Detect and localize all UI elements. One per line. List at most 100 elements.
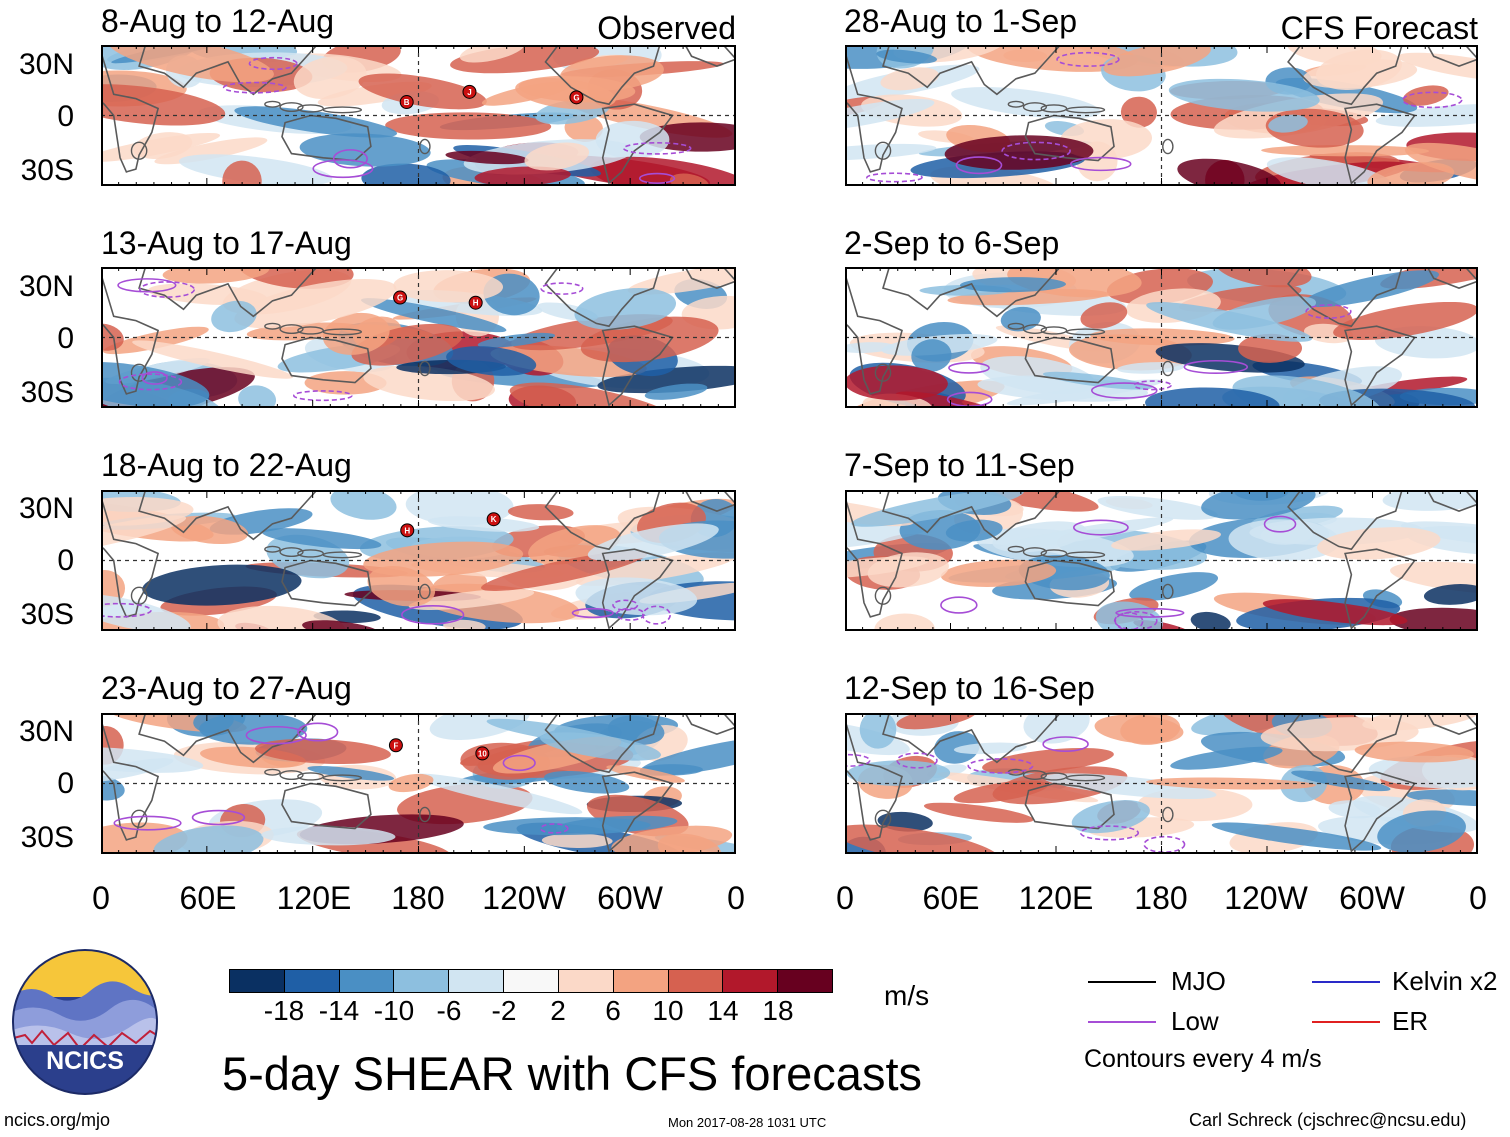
lat-eq-row3: 0 — [57, 544, 74, 577]
svg-text:F: F — [393, 741, 398, 750]
tropical-storm-marker: J — [462, 84, 477, 99]
cb-label-7: 6 — [605, 995, 621, 1026]
lon-left-60w: 60W — [597, 880, 663, 916]
legend-kelvin-label: Kelvin x2 — [1392, 966, 1498, 996]
lon-left-120e: 120E — [276, 880, 352, 916]
tropical-storm-marker: H — [400, 523, 415, 538]
lon-right-180: 180 — [1134, 880, 1188, 916]
legend-low-line — [1088, 1021, 1156, 1023]
lon-left-60e: 60E — [179, 880, 237, 916]
colorbar-segment — [723, 970, 779, 992]
colorbar-segment — [778, 970, 832, 992]
panel-title-fcst-3: 7-Sep to 11-Sep — [844, 447, 1075, 483]
cb-label-10: 18 — [762, 995, 794, 1026]
main-title: 5-day SHEAR with CFS forecasts — [222, 1047, 922, 1100]
lat-eq-row1: 0 — [57, 100, 74, 133]
lon-right-60e: 60E — [922, 880, 980, 916]
panel-title-obs-4: 23-Aug to 27-Aug — [101, 670, 352, 706]
svg-text:H: H — [473, 299, 479, 308]
lat-30s-row2: 30S — [20, 376, 74, 409]
panel-title-fcst-2: 2-Sep to 6-Sep — [844, 225, 1060, 261]
lat-30s-row1: 30S — [20, 154, 74, 187]
svg-text:G: G — [397, 294, 403, 303]
colorbar-units: m/s — [884, 980, 930, 1011]
tropical-storm-marker: K — [486, 512, 501, 527]
cb-label-8: 10 — [652, 995, 684, 1026]
lon-right-120w: 120W — [1224, 880, 1308, 916]
colorbar-segment — [668, 970, 724, 992]
lat-30s-row3: 30S — [20, 598, 74, 631]
lat-30s-row4: 30S — [20, 821, 74, 854]
lon-left-0-end: 0 — [727, 880, 745, 916]
panel-title-obs-3: 18-Aug to 22-Aug — [101, 447, 352, 483]
cb-label-3: -10 — [373, 995, 415, 1026]
ncics-logo: NCICS — [12, 949, 158, 1095]
svg-text:B: B — [404, 98, 410, 107]
observed-header: Observed — [597, 10, 736, 46]
legend-er-label: ER — [1392, 1006, 1429, 1036]
cb-label-6: 2 — [550, 995, 566, 1026]
tropical-storm-marker: F — [388, 738, 403, 753]
svg-text:H: H — [404, 526, 410, 535]
lon-right-120e: 120E — [1018, 880, 1094, 916]
colorbar — [229, 969, 833, 993]
legend-mjo-line — [1088, 981, 1156, 983]
panel-title-fcst-1: 28-Aug to 1-Sep — [844, 3, 1078, 39]
map-obs-4: F 10 — [101, 713, 736, 854]
svg-text:G: G — [573, 93, 579, 102]
cb-label-9: 14 — [707, 995, 739, 1026]
legend-kelvin-line — [1312, 981, 1380, 983]
lon-left-180: 180 — [391, 880, 445, 916]
colorbar-segment — [230, 970, 285, 992]
tropical-storm-marker: B — [399, 95, 414, 110]
lat-30n-row1: 30N — [18, 48, 74, 81]
footer-author: Carl Schreck (cjschrec@ncsu.edu) — [1189, 1110, 1467, 1130]
lat-eq-row2: 0 — [57, 322, 74, 355]
logo-text: NCICS — [46, 1047, 124, 1075]
footer-url[interactable]: ncics.org/mjo — [4, 1110, 111, 1130]
lat-30n-row2: 30N — [18, 270, 74, 303]
legend-low-label: Low — [1171, 1006, 1219, 1036]
tropical-storm-marker: G — [393, 290, 408, 305]
colorbar-segment — [613, 970, 669, 992]
tropical-storm-marker: 10 — [475, 746, 490, 761]
lat-30n-row4: 30N — [18, 715, 74, 748]
footer-timestamp: Mon 2017-08-28 1031 UTC — [668, 1115, 827, 1130]
svg-text:10: 10 — [478, 749, 487, 758]
colorbar-segment — [558, 970, 614, 992]
colorbar-segment — [394, 970, 450, 992]
panel-title-fcst-4: 12-Sep to 16-Sep — [844, 670, 1095, 706]
lat-30n-row3: 30N — [18, 492, 74, 525]
tropical-storm-marker: H — [468, 295, 483, 310]
colorbar-segment — [449, 970, 505, 992]
cb-label-1: -18 — [263, 995, 305, 1026]
colorbar-segment — [339, 970, 395, 992]
map-fcst-1 — [845, 45, 1478, 186]
lon-right-60w: 60W — [1339, 880, 1405, 916]
tropical-storm-marker: G — [569, 90, 584, 105]
colorbar-segment — [504, 970, 559, 992]
svg-text:K: K — [491, 515, 497, 524]
legend-contour-note: Contours every 4 m/s — [1084, 1045, 1322, 1073]
legend-mjo-label: MJO — [1171, 966, 1226, 996]
panel-title-obs-1: 8-Aug to 12-Aug — [101, 3, 335, 39]
map-fcst-2 — [845, 267, 1478, 408]
map-obs-1: B J G — [101, 45, 736, 186]
map-fcst-3 — [845, 490, 1478, 631]
svg-text:J: J — [467, 88, 471, 97]
cb-label-2: -14 — [318, 995, 360, 1026]
legend-er-line — [1312, 1021, 1380, 1023]
map-fcst-4 — [845, 713, 1478, 854]
cb-label-5: -2 — [491, 995, 517, 1026]
colorbar-segment — [284, 970, 340, 992]
map-obs-3: HK — [101, 490, 736, 631]
forecast-header: CFS Forecast — [1280, 10, 1478, 46]
panel-title-obs-2: 13-Aug to 17-Aug — [101, 225, 352, 261]
cb-label-4: -6 — [436, 995, 462, 1026]
lat-eq-row4: 0 — [57, 767, 74, 800]
lon-right-0: 0 — [836, 880, 854, 916]
map-obs-2: GH — [101, 267, 736, 408]
lon-left-120w: 120W — [482, 880, 566, 916]
lon-left-0: 0 — [92, 880, 110, 916]
lon-right-0-end: 0 — [1469, 880, 1487, 916]
